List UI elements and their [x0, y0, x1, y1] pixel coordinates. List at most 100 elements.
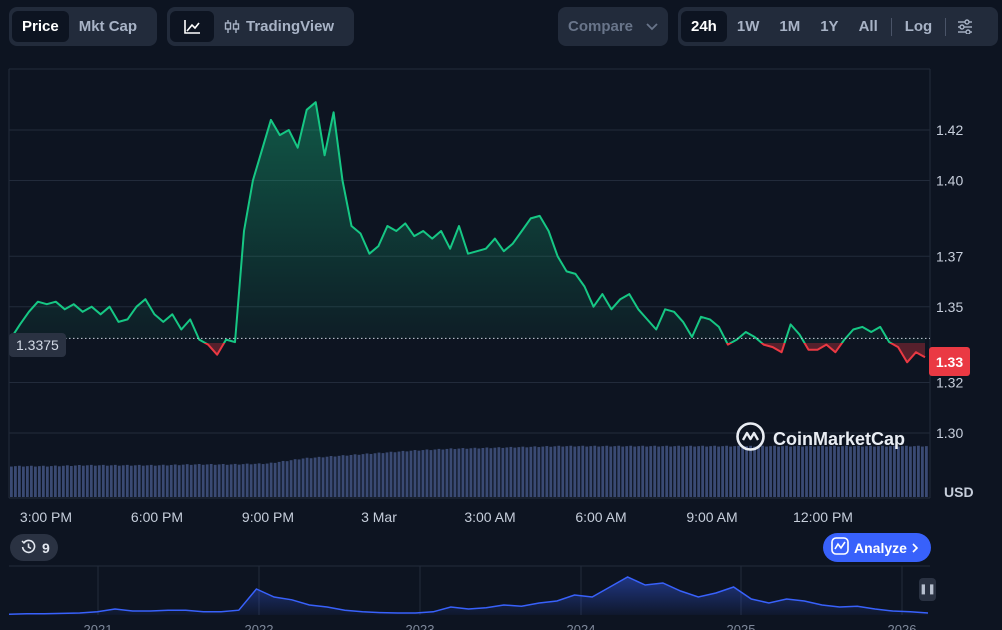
volume-bar: [205, 464, 209, 497]
volume-bar: [737, 445, 741, 497]
volume-bar: [529, 446, 533, 497]
volume-bar: [661, 446, 665, 497]
volume-bar: [493, 447, 497, 497]
volume-bar: [705, 446, 709, 497]
range-1m[interactable]: 1M: [779, 18, 801, 35]
volume-bar: [437, 448, 441, 497]
range-24h[interactable]: 24h: [681, 11, 727, 42]
overview-year-label: 2024: [567, 622, 596, 630]
volume-bar: [893, 445, 896, 497]
log-scale-button[interactable]: Log: [904, 18, 933, 35]
range-1y[interactable]: 1Y: [820, 18, 839, 35]
volume-bar: [73, 465, 77, 497]
volume-bar: [681, 446, 685, 497]
volume-bar: [105, 465, 109, 497]
tab-price[interactable]: Price: [12, 11, 69, 42]
volume-bar: [213, 464, 217, 497]
volume-bar: [101, 464, 105, 497]
pause-button[interactable]: ❚❚: [919, 578, 936, 601]
volume-bar: [629, 445, 633, 497]
volume-bar: [561, 446, 565, 497]
volume-bar: [257, 463, 261, 497]
volume-bar: [393, 452, 397, 497]
volume-bar: [249, 464, 253, 497]
volume-bar: [21, 466, 25, 497]
volume-bar: [765, 446, 768, 497]
volume-bar: [917, 445, 920, 497]
volume-bar: [849, 446, 852, 497]
chart-style-toggle: TradingView: [167, 7, 354, 46]
volume-bar: [277, 461, 281, 497]
compare-dropdown[interactable]: Compare: [558, 7, 668, 46]
volume-bar: [569, 445, 573, 497]
x-tick-label: 6:00 AM: [575, 509, 626, 525]
volume-bar: [161, 464, 165, 497]
volume-bar: [513, 447, 517, 497]
volume-bar: [57, 466, 61, 497]
volume-bar: [449, 448, 453, 497]
volume-bar: [401, 450, 405, 497]
volume-bar: [761, 445, 764, 497]
volume-bar: [389, 451, 393, 497]
volume-bar: [221, 464, 225, 497]
tradingview-button[interactable]: TradingView: [214, 11, 344, 42]
volume-bar: [701, 445, 705, 497]
volume-bar: [669, 446, 673, 497]
volume-bar: [93, 465, 97, 497]
history-icon: [21, 539, 36, 557]
volume-bar: [581, 445, 585, 497]
volume-bar: [633, 446, 637, 497]
volume-bar: [17, 465, 21, 497]
volume-bar: [809, 445, 812, 497]
chevron-right-icon: [912, 540, 919, 556]
volume-bar: [553, 446, 557, 497]
volume-bar: [577, 446, 581, 497]
volume-bar: [25, 466, 29, 497]
volume-bar: [517, 447, 521, 497]
volume-bar: [897, 446, 900, 497]
range-all[interactable]: All: [858, 18, 878, 35]
volume-bar: [645, 446, 649, 497]
volume-bar: [417, 450, 421, 497]
volume-bar: [757, 446, 760, 497]
range-1w[interactable]: 1W: [736, 18, 760, 35]
history-button[interactable]: 9: [10, 534, 58, 561]
volume-bar: [377, 452, 381, 497]
volume-bar: [165, 465, 169, 497]
volume-bar: [797, 445, 800, 497]
volume-bar: [253, 463, 257, 497]
volume-bar: [877, 446, 880, 497]
volume-bar: [301, 458, 305, 497]
volume-bar: [925, 446, 928, 497]
pause-icon: ❚❚: [919, 584, 936, 595]
chart-settings-button[interactable]: [949, 11, 981, 42]
volume-bar: [625, 446, 629, 497]
volume-bar: [709, 446, 713, 497]
volume-bar: [485, 447, 489, 497]
tab-mkt-cap[interactable]: Mkt Cap: [78, 18, 138, 35]
volume-bar: [121, 465, 125, 497]
volume-bar: [61, 465, 65, 497]
volume-bar: [697, 446, 701, 497]
volume-bar: [593, 445, 597, 497]
y-tick-label: 1.32: [936, 375, 963, 391]
volume-bar: [861, 446, 864, 497]
volume-bar: [245, 463, 249, 497]
y-axis-labels: 1.42 1.40 1.37 1.35 1.32 1.30: [936, 122, 963, 441]
volume-bar: [541, 446, 545, 497]
volume-bar: [785, 445, 788, 497]
volume-bar: [473, 447, 477, 497]
volume-bar: [481, 447, 485, 497]
volume-bar: [29, 465, 33, 497]
volume-bar: [469, 448, 473, 497]
volume-bar: [281, 460, 285, 497]
analyze-button[interactable]: Analyze: [823, 533, 931, 562]
volume-bar: [337, 455, 341, 497]
volume-bar: [141, 465, 145, 497]
volume-bar: [97, 465, 101, 497]
volume-bar: [225, 464, 229, 497]
line-chart-button[interactable]: [170, 11, 214, 42]
overview-navigator[interactable]: 2021 2022 2023 2024 2025 2026: [8, 565, 930, 630]
volume-bar: [793, 446, 796, 497]
